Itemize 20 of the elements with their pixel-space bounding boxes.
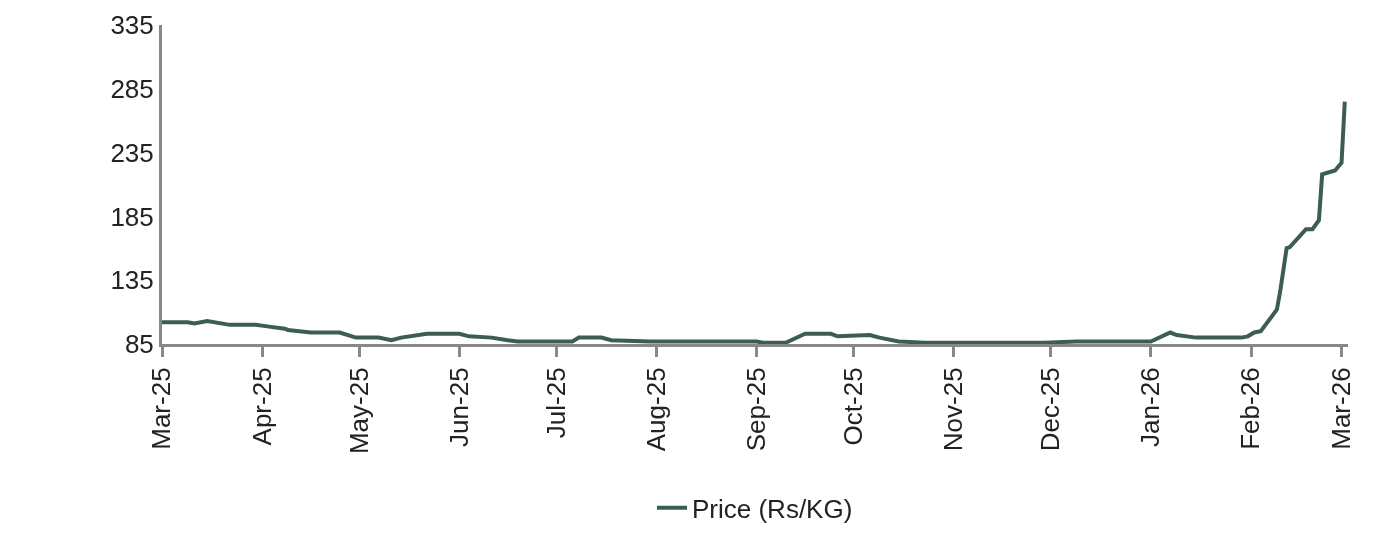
legend-label: Price (Rs/KG): [692, 493, 853, 524]
x-tick-label: Jul-25: [540, 367, 571, 439]
x-tick-label: Feb-26: [1235, 367, 1266, 450]
x-tick-label: Dec-25: [1035, 367, 1066, 452]
x-tick-label: Nov-25: [938, 367, 969, 452]
x-tick-label: Mar-25: [146, 367, 177, 450]
x-tick-label: Mar-26: [1325, 367, 1356, 450]
y-tick-label: 285: [110, 73, 154, 104]
x-tick-label: Jun-25: [443, 367, 474, 447]
y-tick-label: 185: [110, 201, 154, 232]
y-tick-label: 235: [110, 137, 154, 168]
x-tick-label: Apr-25: [246, 367, 277, 446]
x-tick-label: May-25: [343, 367, 374, 455]
x-tick-label: Sep-25: [741, 367, 772, 452]
x-tick-label: Oct-25: [838, 367, 869, 446]
x-tick-label: Jan-26: [1135, 367, 1166, 447]
x-tick-label: Aug-25: [640, 367, 671, 452]
y-tick-label: 135: [110, 265, 154, 296]
y-tick-label: 85: [124, 329, 154, 360]
y-tick-label: 335: [110, 10, 154, 41]
